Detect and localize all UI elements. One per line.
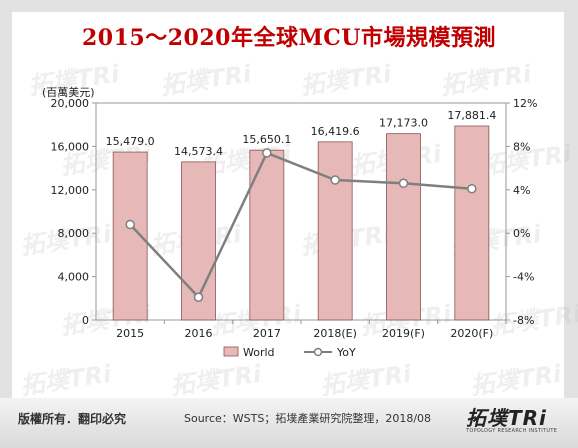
x-tick-label: 2017 [253,327,281,340]
y-left-tick-label: 0 [82,314,89,327]
bar-data-label: 16,419.6 [311,125,360,138]
legend-marker-yoy [313,347,323,357]
bar-world [386,133,421,321]
y-right-tick-label: -8% [513,314,534,327]
plot-area [95,102,507,321]
copyright-text: 版權所有．翻印必究 [18,412,127,426]
source-text: Source：WSTS；拓墣產業研究院整理，2018/08 [184,412,432,425]
yoy-point [125,219,135,230]
bar-data-label: 15,650.1 [242,133,291,146]
x-tick-label: 2015 [116,327,144,340]
brand-logo: 拓墣TRi TOPOLOGY RESEARCH INSTITUTE [466,402,570,442]
yoy-point [262,148,272,158]
x-tick-label: 2020(F) [450,327,493,340]
bar-data-label: 14,573.4 [174,145,223,158]
footer-bar: 版權所有．翻印必究 Source：WSTS；拓墣產業研究院整理，2018/08 … [0,398,578,448]
x-tick-label: 2018(E) [313,327,357,340]
y-right-tick-label: 8% [513,140,530,153]
legend-label-yoy: YoY [336,346,356,359]
yoy-point [193,292,204,302]
chart-title: 2015～2020年全球MCU市場規模預測 [81,25,496,51]
y-left-unit-label: (百萬美元) [42,86,95,99]
x-tick-label: 2019(F) [382,327,425,340]
yoy-point [398,178,409,189]
bar-world [454,125,490,321]
chart-svg: 0 4,000 8,000 12,000 16,000 20,000 -8% -4% 0% 4% 8… [42,86,537,359]
legend-label-world: World [243,346,275,359]
brand-name: 拓墣TRi [466,406,547,430]
y-left-tick-label: 4,000 [58,271,90,284]
legend-swatch-world [223,346,239,357]
bar-data-label: 17,173.0 [379,117,428,130]
y-right-tick-label: 0% [513,227,530,240]
y-right-tick-label: 4% [513,184,530,197]
y-right-tick-label: 12% [513,97,537,110]
y-right-tick-label: -4% [513,271,534,284]
brand-subtitle: TOPOLOGY RESEARCH INSTITUTE [466,428,558,434]
yoy-point [330,175,340,185]
line-yoy [129,151,472,300]
yoy-point [467,183,477,194]
y-left-tick-label: 12,000 [51,184,90,197]
x-tick-label: 2016 [185,327,213,340]
y-left-tick-label: 16,000 [51,140,90,153]
bar-world [317,141,353,321]
y-left-tick-label: 20,000 [51,97,90,110]
bar-data-label: 17,881.4 [447,109,496,122]
y-left-tick-label: 8,000 [58,227,90,240]
bar-data-label: 15,479.0 [106,135,155,148]
